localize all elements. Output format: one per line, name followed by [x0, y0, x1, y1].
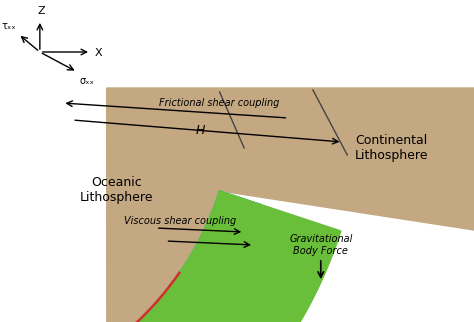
- Text: Z: Z: [37, 6, 45, 16]
- Text: H: H: [195, 124, 205, 137]
- Polygon shape: [0, 191, 262, 322]
- Polygon shape: [0, 191, 341, 322]
- Text: Frictional shear coupling: Frictional shear coupling: [159, 98, 280, 108]
- Text: Continental
Lithosphere: Continental Lithosphere: [355, 134, 428, 162]
- Text: Gravitational
Body Force: Gravitational Body Force: [289, 234, 353, 256]
- Text: X: X: [95, 48, 102, 58]
- Polygon shape: [107, 88, 474, 322]
- Text: Viscous shear coupling: Viscous shear coupling: [124, 216, 237, 226]
- Text: σₓₓ: σₓₓ: [79, 76, 94, 86]
- Text: τₓₓ: τₓₓ: [1, 21, 16, 31]
- Text: Oceanic
Lithosphere: Oceanic Lithosphere: [80, 176, 153, 204]
